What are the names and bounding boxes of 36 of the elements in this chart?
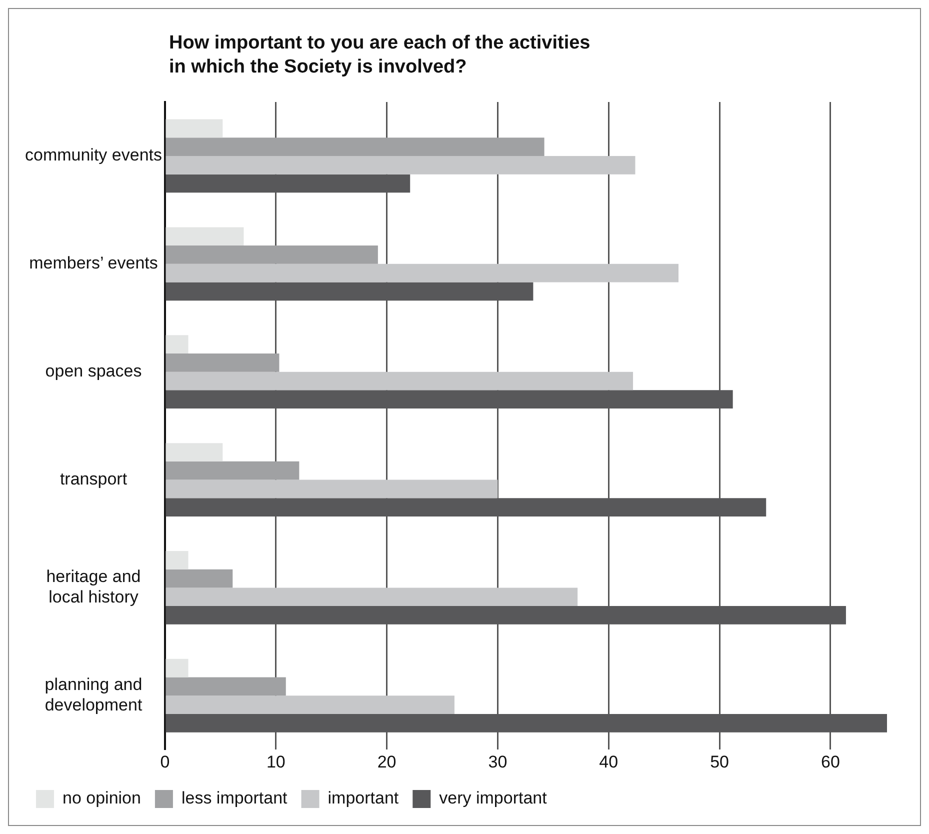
legend-label: very important (439, 788, 548, 808)
x-tick-label: 60 (820, 752, 840, 772)
y-tick-label: open spaces (45, 362, 142, 381)
x-tick-label: 50 (710, 752, 729, 772)
bar (166, 588, 578, 606)
bar (166, 156, 636, 174)
bar (166, 353, 280, 372)
x-tick-label: 0 (160, 752, 170, 772)
bar (166, 569, 233, 588)
bar (166, 246, 378, 264)
bar (166, 119, 223, 138)
bar (166, 480, 498, 498)
bar (166, 227, 244, 246)
chart-title: How important to you are each of the activities in which the Society is involved? (168, 32, 590, 78)
bar (166, 677, 286, 696)
x-tick-label: 30 (488, 752, 508, 772)
legend-label: less important (181, 788, 288, 808)
y-tick-label: members’ events (29, 254, 158, 273)
x-tick-label: 20 (377, 752, 396, 772)
bar (166, 658, 188, 678)
bar (166, 461, 300, 480)
y-tick-label: transport (60, 469, 128, 488)
bar (166, 138, 544, 156)
x-tick-label: 40 (599, 752, 618, 772)
x-tick-label: 10 (266, 752, 286, 772)
y-tick-label: planning and development (44, 675, 142, 715)
bar (166, 335, 188, 354)
bar (166, 372, 634, 390)
legend-label: important (328, 788, 399, 808)
bar (166, 264, 678, 282)
y-tick-label: community events (25, 146, 162, 165)
legend-label: no opinion (62, 788, 141, 808)
bar (166, 443, 223, 462)
y-tick-label: heritage and local history (46, 567, 141, 607)
bar (166, 696, 454, 714)
bar (166, 551, 188, 570)
